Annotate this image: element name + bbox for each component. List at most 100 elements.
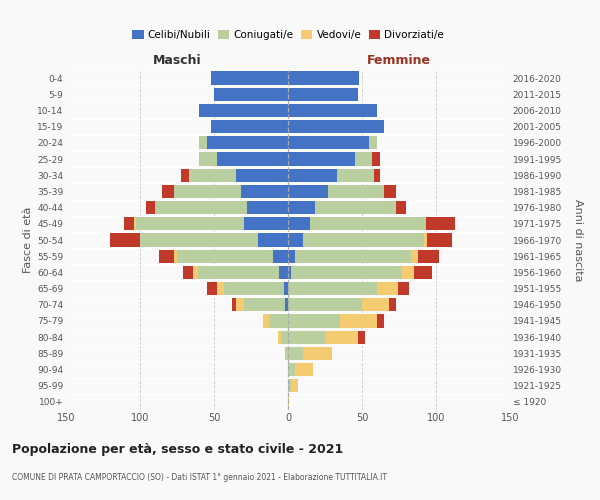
Bar: [199, 136, 206, 149]
Bar: [288, 168, 337, 182]
Bar: [281, 330, 288, 344]
Bar: [340, 314, 377, 328]
Bar: [295, 250, 411, 263]
Bar: [303, 234, 424, 246]
Bar: [411, 250, 418, 263]
Bar: [358, 330, 365, 344]
Bar: [110, 234, 140, 246]
Bar: [224, 282, 284, 295]
Bar: [377, 314, 384, 328]
Bar: [174, 250, 177, 263]
Bar: [418, 250, 439, 263]
Bar: [288, 330, 325, 344]
Bar: [159, 250, 174, 263]
Bar: [124, 217, 134, 230]
Bar: [325, 330, 358, 344]
Bar: [402, 266, 414, 279]
Bar: [236, 298, 244, 312]
Bar: [236, 168, 288, 182]
Bar: [199, 152, 217, 166]
Bar: [425, 217, 455, 230]
Bar: [278, 330, 281, 344]
Bar: [189, 168, 236, 182]
Bar: [193, 266, 198, 279]
Y-axis label: Fasce di età: Fasce di età: [23, 207, 33, 273]
Bar: [285, 346, 288, 360]
Bar: [288, 120, 384, 134]
Bar: [384, 185, 396, 198]
Bar: [241, 185, 288, 198]
Bar: [247, 201, 288, 214]
Bar: [285, 298, 288, 312]
Bar: [211, 72, 288, 85]
Bar: [206, 282, 217, 295]
Bar: [183, 266, 193, 279]
Bar: [314, 201, 396, 214]
Bar: [355, 152, 373, 166]
Bar: [288, 314, 340, 328]
Bar: [288, 298, 362, 312]
Text: Popolazione per età, sesso e stato civile - 2021: Popolazione per età, sesso e stato civil…: [12, 442, 343, 456]
Bar: [232, 298, 236, 312]
Bar: [288, 136, 370, 149]
Bar: [288, 363, 295, 376]
Bar: [140, 234, 259, 246]
Bar: [288, 250, 295, 263]
Bar: [374, 168, 380, 182]
Bar: [162, 185, 174, 198]
Bar: [398, 282, 409, 295]
Legend: Celibi/Nubili, Coniugati/e, Vedovi/e, Divorziati/e: Celibi/Nubili, Coniugati/e, Vedovi/e, Di…: [128, 26, 448, 44]
Y-axis label: Anni di nascita: Anni di nascita: [573, 198, 583, 281]
Bar: [263, 314, 269, 328]
Bar: [288, 266, 291, 279]
Bar: [288, 396, 289, 408]
Bar: [288, 379, 291, 392]
Bar: [214, 88, 288, 101]
Bar: [174, 185, 241, 198]
Bar: [181, 168, 189, 182]
Bar: [396, 201, 406, 214]
Bar: [291, 266, 402, 279]
Bar: [198, 266, 279, 279]
Bar: [244, 217, 288, 230]
Bar: [328, 185, 384, 198]
Bar: [284, 282, 288, 295]
Bar: [424, 234, 427, 246]
Bar: [337, 168, 374, 182]
Bar: [288, 104, 377, 117]
Text: Femmine: Femmine: [367, 54, 431, 67]
Bar: [134, 217, 136, 230]
Bar: [288, 185, 328, 198]
Bar: [373, 152, 380, 166]
Bar: [303, 346, 332, 360]
Bar: [427, 234, 452, 246]
Bar: [155, 201, 247, 214]
Bar: [288, 201, 314, 214]
Bar: [288, 88, 358, 101]
Bar: [279, 266, 288, 279]
Bar: [244, 298, 285, 312]
Text: COMUNE DI PRATA CAMPORTACCIO (SO) - Dati ISTAT 1° gennaio 2021 - Elaborazione TU: COMUNE DI PRATA CAMPORTACCIO (SO) - Dati…: [12, 472, 387, 482]
Bar: [288, 346, 303, 360]
Bar: [217, 152, 288, 166]
Bar: [146, 201, 155, 214]
Bar: [288, 282, 377, 295]
Bar: [288, 234, 303, 246]
Bar: [295, 363, 313, 376]
Bar: [288, 217, 310, 230]
Bar: [273, 250, 288, 263]
Text: Maschi: Maschi: [152, 54, 202, 67]
Bar: [389, 298, 396, 312]
Bar: [362, 298, 389, 312]
Bar: [217, 282, 224, 295]
Bar: [177, 250, 273, 263]
Bar: [288, 152, 355, 166]
Bar: [310, 217, 425, 230]
Bar: [259, 234, 288, 246]
Bar: [291, 379, 298, 392]
Bar: [211, 120, 288, 134]
Bar: [288, 72, 359, 85]
Bar: [377, 282, 398, 295]
Bar: [370, 136, 377, 149]
Bar: [136, 217, 244, 230]
